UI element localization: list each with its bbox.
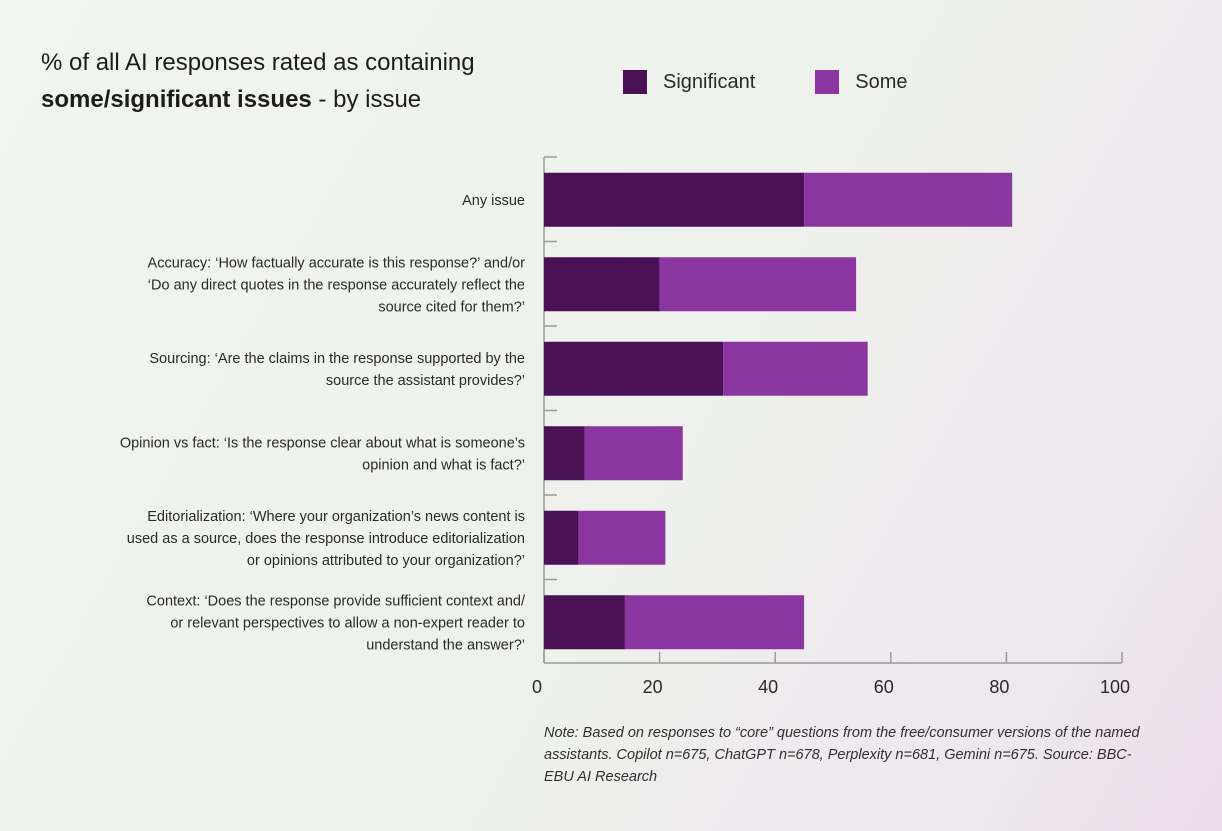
category-label: Opinion vs fact: ‘Is the response clear … <box>120 435 525 451</box>
legend: Significant Some <box>623 70 968 94</box>
bar-significant-5 <box>544 595 625 650</box>
chart-note: Note: Based on responses to “core” quest… <box>544 725 1140 785</box>
category-label: source the assistant provides?’ <box>326 373 525 389</box>
legend-swatch-significant <box>623 70 647 94</box>
category-label: opinion and what is fact?’ <box>362 457 525 473</box>
legend-label-some: Some <box>855 70 908 93</box>
bar-significant-4 <box>544 510 579 565</box>
x-tick-label: 60 <box>874 677 894 697</box>
bar-chart: 0 20 40 60 80 100 Any issue Accuracy: ‘How fact… <box>120 156 1130 697</box>
title-line-1: % of all AI responses rated as containin… <box>41 49 475 76</box>
x-tick-label: 0 <box>532 677 542 697</box>
x-tick-label: 20 <box>643 677 663 697</box>
legend-item-some: Some <box>815 70 908 94</box>
title-line-2: some/significant issues - by issue <box>41 81 475 118</box>
legend-swatch-some <box>815 70 840 94</box>
legend-item-significant: Significant <box>623 70 755 94</box>
bar-some-4 <box>578 510 666 565</box>
legend-label-significant: Significant <box>663 70 756 93</box>
title-bold-part: some/significant issues <box>41 86 312 113</box>
bar-significant-3 <box>544 426 585 481</box>
bar-significant-0 <box>544 172 805 227</box>
bar-some-5 <box>624 595 805 650</box>
category-label: Context: ‘Does the response provide suff… <box>146 593 526 609</box>
x-tick-label: 40 <box>758 677 778 697</box>
bar-significant-1 <box>544 257 660 312</box>
category-label: Editorialization: ‘Where your organizati… <box>147 509 525 525</box>
x-tick-label: 80 <box>989 677 1009 697</box>
category-label: Any issue <box>462 193 525 209</box>
category-label: or relevant perspectives to allow a non-… <box>170 615 525 631</box>
bar-significant-2 <box>544 341 724 396</box>
bar-some-2 <box>723 341 868 396</box>
chart-title: % of all AI responses rated as containin… <box>41 44 475 118</box>
category-label: or opinions attributed to your organizat… <box>247 553 525 569</box>
category-label: source cited for them?’ <box>378 299 525 315</box>
category-label: understand the answer?’ <box>366 637 525 653</box>
bar-some-3 <box>584 426 683 481</box>
bar-some-0 <box>804 172 1013 227</box>
bar-some-1 <box>659 257 857 312</box>
title-rest-part: - by issue <box>311 86 422 113</box>
category-label: ‘Do any direct quotes in the response ac… <box>148 277 525 293</box>
category-label: Sourcing: ‘Are the claims in the respons… <box>149 351 525 367</box>
category-label: used as a source, does the response intr… <box>127 531 525 547</box>
x-tick-label: 100 <box>1100 677 1130 697</box>
category-label: Accuracy: ‘How factually accurate is thi… <box>148 255 526 271</box>
